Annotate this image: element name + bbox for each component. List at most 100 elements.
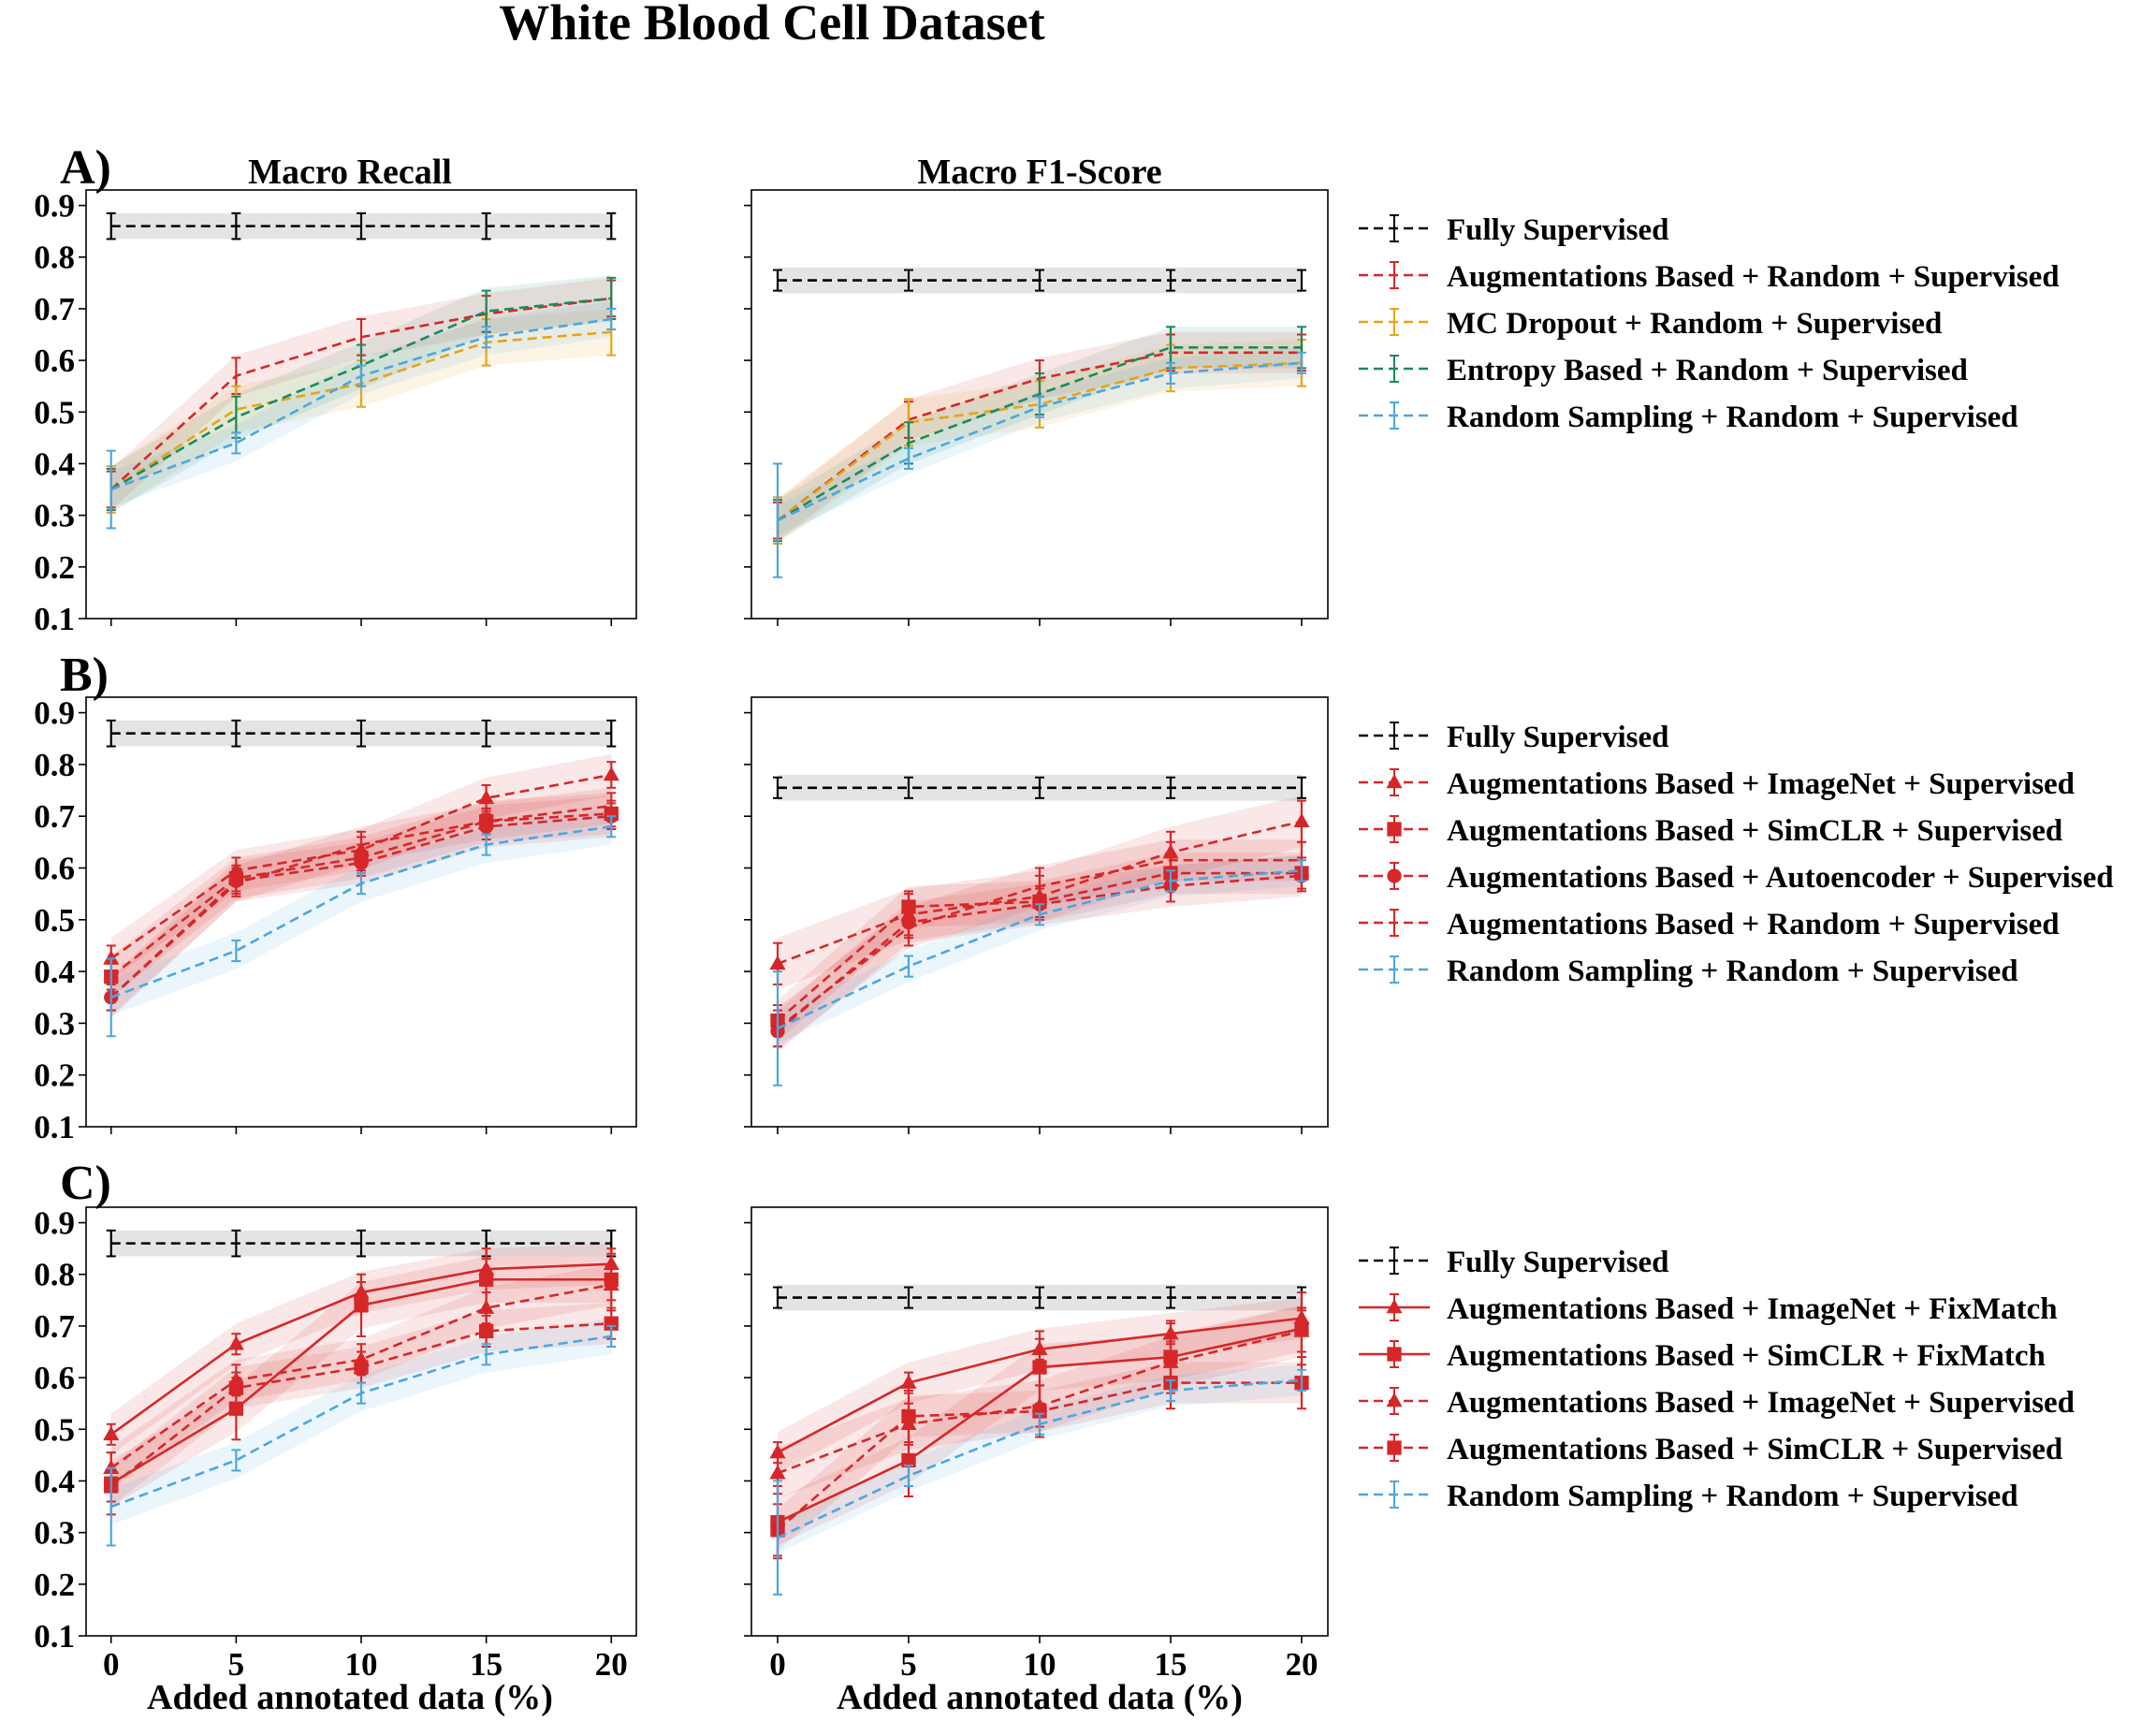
panel-b-f1 [744,696,1329,1134]
legend-label-1: Augmentations Based + ImageNet + Supervi… [1447,767,2075,801]
data-point-4-1 [901,1408,916,1424]
legend-label-4: Random Sampling + Random + Supervised [1447,401,2018,434]
legend-label-3: Augmentations Based + ImageNet + Supervi… [1447,1386,2075,1420]
data-point-4-2 [354,1360,369,1375]
figure-title: White Blood Cell Dataset [499,0,1044,51]
legend-label-2: Augmentations Based + SimCLR + FixMatch [1447,1339,2046,1373]
x-tick-label-0: 0 [103,1646,120,1683]
data-point-1-0 [103,950,120,965]
panels: 0.10.20.30.40.50.60.70.80.90.10.20.30.40… [34,188,1329,1683]
data-point-1-0 [769,955,786,970]
x-tick-label-0: 0 [769,1646,786,1683]
data-point-1-1 [227,1335,244,1350]
x-axis-label-right: Added annotated data (%) [837,1678,1243,1717]
data-point-2-3 [478,1272,494,1287]
column-title-recall: Macro Recall [248,153,452,192]
column-title-f1: Macro F1-Score [917,153,1161,192]
y-tick-label-0: 0.1 [34,601,75,637]
data-point-4-2 [1032,1404,1047,1419]
legend-label-4: Augmentations Based + Random + Supervise… [1447,908,2060,941]
data-point-1-4 [1293,812,1310,828]
y-tick-label-6: 0.7 [34,291,75,328]
y-tick-label-8: 0.9 [34,1205,75,1242]
x-axis-label-left: Added annotated data (%) [147,1678,553,1717]
legend-marker-2 [1387,822,1402,837]
y-tick-label-4: 0.5 [34,394,75,430]
y-tick-label-0: 0.1 [34,1109,75,1145]
y-tick-label-8: 0.9 [34,695,75,732]
series-line-2 [777,361,1303,522]
data-point-1-0 [103,1425,120,1441]
series-line-3 [110,297,612,491]
data-point-3-4 [1293,1322,1310,1337]
legend-marker-1 [1386,774,1403,789]
y-tick-label-3: 0.4 [34,954,75,990]
legend-label-1: Augmentations Based + Random + Supervise… [1447,260,2060,294]
y-tick-label-1: 0.2 [34,1057,75,1094]
band-2 [110,793,612,998]
y-tick-label-5: 0.6 [34,343,75,379]
x-tick-label-3: 15 [470,1646,503,1683]
y-tick-label-4: 0.5 [34,1411,75,1448]
panel-c-recall: 0.1 0.2 0.3 0.4 0.5 0.6 0.7 0.8 0.9 0 5 10 15 20 [34,1205,637,1683]
y-tick-label-1: 0.2 [34,1567,75,1603]
data-point-2-1 [901,1452,916,1468]
legend-label-2: MC Dropout + Random + Supervised [1447,307,1942,341]
data-point-4-1 [228,1380,244,1395]
data-point-3-3 [478,1299,495,1314]
legend-label-5: Random Sampling + Random + Supervised [1447,955,2018,988]
legend-label-3: Augmentations Based + Autoencoder + Supe… [1447,861,2114,895]
y-tick-label-0: 0.1 [34,1618,75,1655]
x-tick-label-1: 5 [900,1646,917,1683]
legend-label-3: Entropy Based + Random + Supervised [1447,354,1968,387]
legend-c: Fully Supervised Augmentations Based + Im… [1359,1246,2075,1513]
y-tick-label-6: 0.7 [34,798,75,835]
legend-b: Fully Supervised Augmentations Based + Im… [1359,721,2114,988]
x-tick-label-4: 20 [595,1646,628,1683]
legend-a: Fully Supervised Augmentations Based + Ra… [1359,213,2060,434]
y-tick-label-2: 0.3 [34,498,75,534]
panel-b-recall: 0.1 0.2 0.3 0.4 0.5 0.6 0.7 0.8 0.9 [34,695,637,1145]
y-tick-label-4: 0.5 [34,902,75,939]
data-point-3-4 [603,1276,619,1291]
y-tick-label-5: 0.6 [34,850,75,886]
legend-label-0: Fully Supervised [1447,213,1668,247]
y-tick-label-1: 0.2 [34,549,75,586]
y-tick-label-3: 0.4 [34,1463,75,1499]
y-tick-label-2: 0.3 [34,1005,75,1042]
legend-label-1: Augmentations Based + ImageNet + FixMatc… [1447,1292,2058,1326]
legend-marker-3 [1386,1393,1403,1407]
data-point-3-2 [354,855,369,870]
y-tick-label-2: 0.3 [34,1515,75,1552]
panel-a-recall: 0.1 0.2 0.3 0.4 0.5 0.6 0.7 0.8 0.9 [34,188,637,637]
legend-marker-2 [1387,1347,1402,1362]
y-tick-label-7: 0.8 [34,747,75,783]
row-label-c: C) [60,1157,111,1210]
x-tick-label-4: 20 [1286,1646,1318,1683]
data-point-1-1 [900,1374,917,1389]
data-point-4-3 [478,1323,494,1339]
band-5 [110,808,612,1016]
x-tick-label-1: 5 [228,1646,245,1683]
data-point-4-4 [604,1316,619,1331]
y-tick-label-3: 0.4 [34,445,75,482]
panel-a-f1 [744,189,1329,626]
row-label-b: B) [60,649,109,702]
data-point-1-3 [478,789,495,805]
legend-label-4: Augmentations Based + SimCLR + Supervise… [1447,1433,2062,1466]
y-tick-label-7: 0.8 [34,1257,75,1293]
band-4 [110,1303,612,1508]
legends: Fully Supervised Augmentations Based + Ra… [1359,213,2114,1513]
x-tick-label-2: 10 [1024,1646,1056,1683]
x-tick-label-3: 15 [1155,1646,1187,1683]
y-tick-label-6: 0.7 [34,1308,75,1345]
panel-c-f1: 0 5 10 15 20 [744,1206,1329,1683]
y-tick-label-5: 0.6 [34,1360,75,1396]
legend-label-0: Fully Supervised [1447,721,1668,754]
series-line-3 [109,1283,612,1469]
legend-label-0: Fully Supervised [1447,1246,1668,1279]
data-point-2-2 [354,1298,369,1313]
y-tick-label-7: 0.8 [34,240,75,276]
legend-marker-3 [1387,868,1402,883]
